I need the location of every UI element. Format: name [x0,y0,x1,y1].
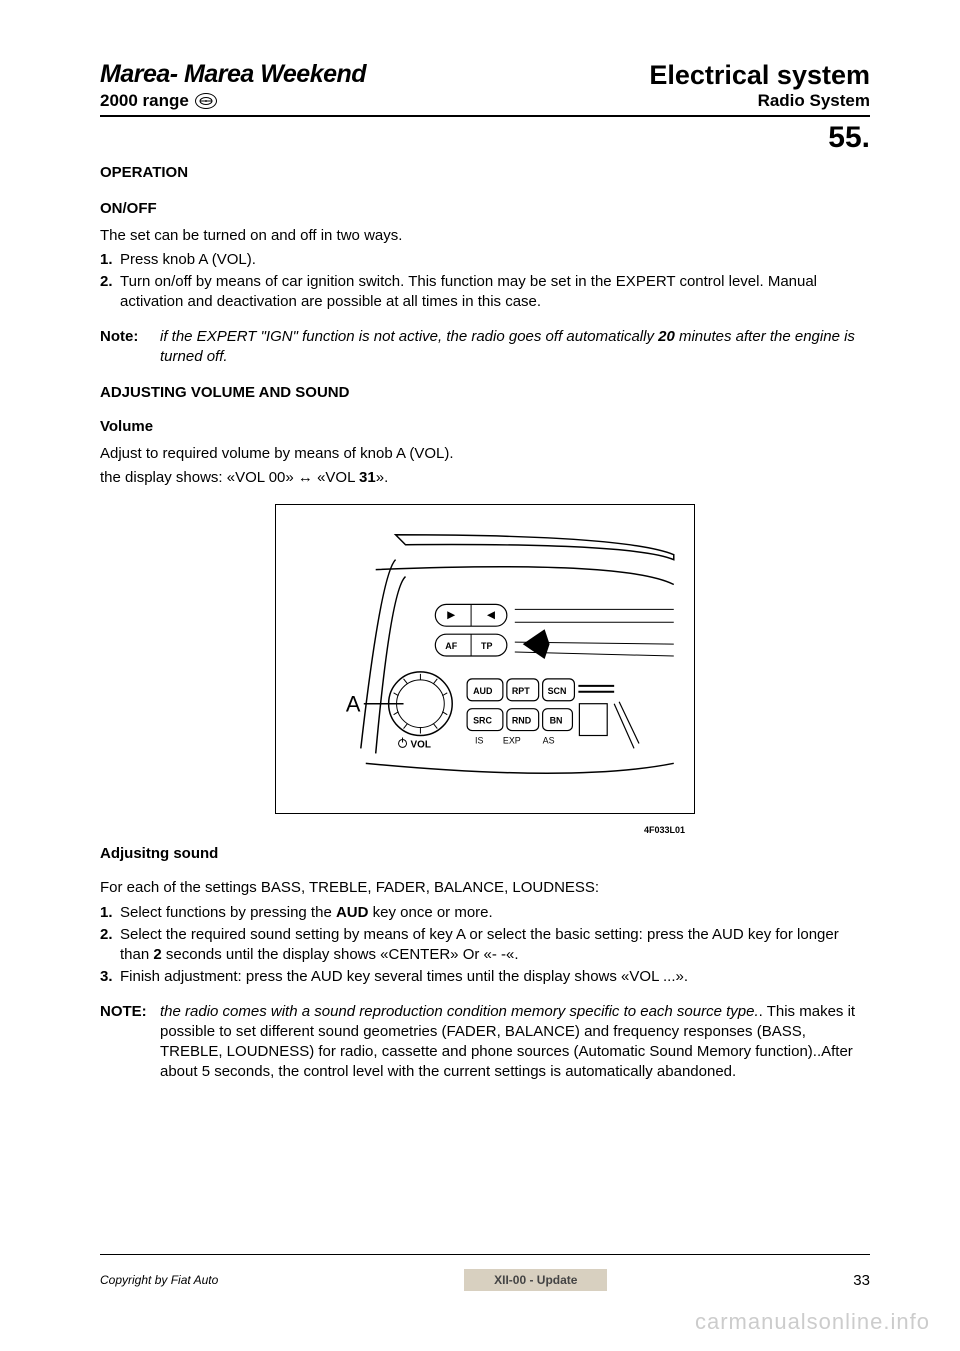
operation-note: Note: if the EXPERT "IGN" function is no… [100,327,870,368]
vol-before: the display shows: «VOL 00» [100,469,298,486]
note-label: NOTE: [100,1002,160,1083]
diagram-vol-label: VOL [410,739,430,750]
subtitle-right: Radio System [649,91,870,111]
note-label: Note: [100,327,160,368]
volume-line1: Adjust to required volume by means of kn… [100,444,870,464]
list-number: 1. [100,903,120,923]
list-text: Select functions by pressing the AUD key… [120,903,870,923]
vol-after: «VOL [313,469,359,486]
diagram-btn-src: SRC [473,716,492,726]
diagram-label-as: AS [543,735,555,745]
title-left: Marea- Marea Weekend [100,60,366,89]
left-arrow-icon [447,611,455,619]
note-before: if the EXPERT "IGN" function is not acti… [160,328,658,345]
steering-wheel-icon [195,93,217,109]
item2-bold: 2 [153,946,161,963]
update-badge: XII-00 - Update [464,1269,607,1291]
onoff-item-2: 2. Turn on/off by means of car ignition … [100,272,870,313]
sound-item-1: 1. Select functions by pressing the AUD … [100,903,870,923]
sound-note: NOTE: the radio comes with a sound repro… [100,1002,870,1083]
vol-bold: 31 [359,469,376,486]
page-header: Marea- Marea Weekend 2000 range Electric… [100,60,870,111]
right-arrow-icon [487,611,495,619]
note-body: the radio comes with a sound reproductio… [160,1002,870,1083]
list-text: Select the required sound setting by mea… [120,925,870,966]
watermark: carmanualsonline.info [695,1309,930,1335]
list-number: 2. [100,272,120,313]
radio-diagram-container: A [100,504,870,814]
sound-intro: For each of the settings BASS, TREBLE, F… [100,878,870,898]
diagram-btn-af: AF [445,641,457,651]
operation-heading: OPERATION [100,163,870,183]
vol-symbol: ↔ [298,469,313,486]
note-text: if the EXPERT "IGN" function is not acti… [160,327,870,368]
sound-heading: Adjusitng sound [100,844,870,864]
diagram-caption: 4F033L01 [275,824,695,836]
diagram-btn-rnd: RND [512,716,532,726]
adjusting-heading: ADJUSTING VOLUME AND SOUND [100,383,870,403]
page-number: 33 [853,1272,870,1289]
diagram-btn-scn: SCN [548,686,567,696]
note-bold: 20 [658,328,675,345]
sound-item-2: 2. Select the required sound setting by … [100,925,870,966]
item1-bold: AUD [336,904,369,921]
title-right: Electrical system [649,60,870,91]
diagram-btn-aud: AUD [473,686,493,696]
copyright-text: Copyright by Fiat Auto [100,1273,218,1287]
note-italic: the radio comes with a sound reproductio… [160,1003,759,1020]
section-number: 55. [100,121,870,155]
volume-heading: Volume [100,417,870,437]
sound-item-3: 3. Finish adjustment: press the AUD key … [100,967,870,987]
footer-divider [100,1254,870,1255]
item1-before: Select functions by pressing the [120,904,336,921]
item2-after: seconds until the display shows «CENTER»… [162,946,519,963]
item1-after: key once or more. [368,904,492,921]
volume-line2: the display shows: «VOL 00» ↔ «VOL 31». [100,468,870,488]
radio-diagram: A [275,504,695,814]
list-text: Finish adjustment: press the AUD key sev… [120,967,870,987]
diagram-btn-rpt: RPT [512,686,530,696]
vol-end: ». [376,469,389,486]
header-divider [100,115,870,117]
list-number: 1. [100,250,120,270]
list-text: Turn on/off by means of car ignition swi… [120,272,870,313]
diagram-btn-tp: TP [481,641,492,651]
onoff-heading: ON/OFF [100,199,870,219]
diagram-label-is: IS [475,735,483,745]
list-number: 2. [100,925,120,966]
diagram-label-a: A [346,692,361,717]
list-text: Press knob A (VOL). [120,250,870,270]
list-number: 3. [100,967,120,987]
pointer-arrow-icon [523,629,550,659]
subtitle-left: 2000 range [100,91,189,111]
diagram-label-exp: EXP [503,735,521,745]
page-footer: Copyright by Fiat Auto XII-00 - Update 3… [100,1254,870,1291]
onoff-intro: The set can be turned on and off in two … [100,226,870,246]
diagram-btn-bn: BN [550,716,563,726]
onoff-item-1: 1. Press knob A (VOL). [100,250,870,270]
